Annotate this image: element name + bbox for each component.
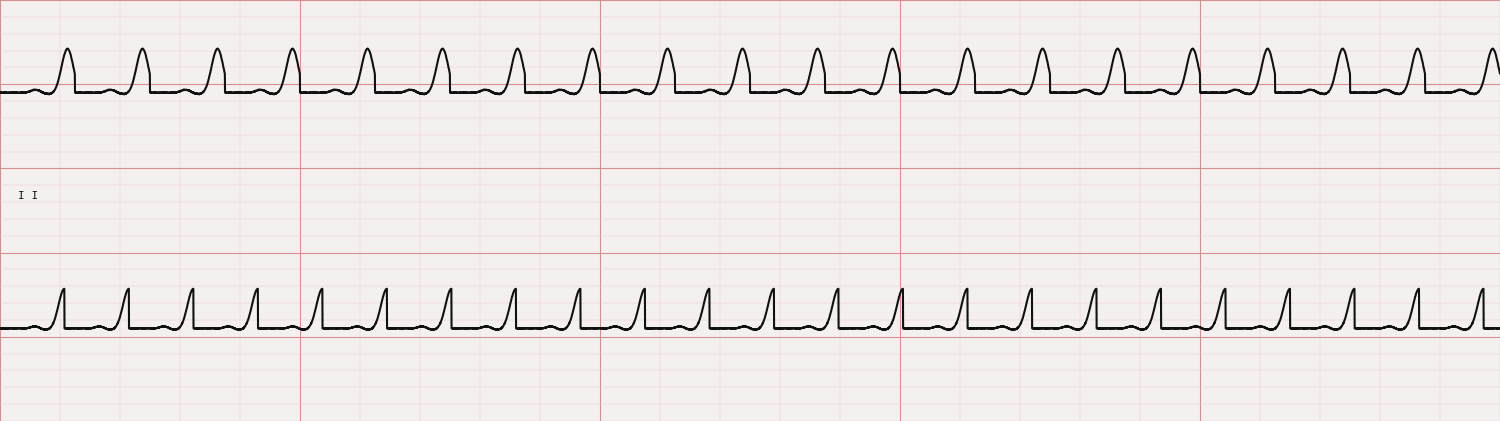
Text: I I: I I: [18, 191, 39, 201]
